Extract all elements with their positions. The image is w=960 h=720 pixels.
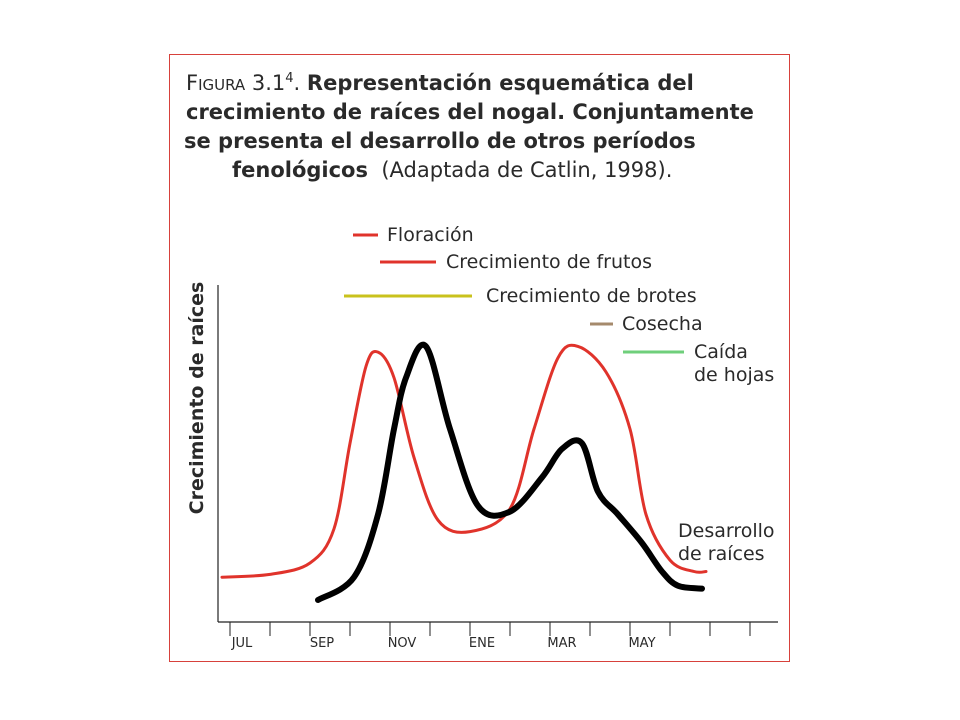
x-tick-label: ENE [469, 636, 495, 651]
x-tick-label: NOV [388, 636, 417, 651]
root-development-line [315, 341, 705, 603]
x-tick-label: JUL [231, 636, 253, 651]
legend-label: Crecimiento de brotes [486, 285, 697, 307]
caption-line-4: fenológicos (Adaptada de Catlin, 1998). [186, 156, 786, 185]
caption-line-1: Figura 3.14. Representación esquemática … [186, 64, 786, 98]
legend-label: Floración [387, 224, 474, 246]
legend-label: Caída de hojas [694, 341, 774, 386]
series-label: Desarrollo de raíces [678, 520, 775, 565]
figure-caption: Figura 3.14. Representación esquemática … [184, 64, 786, 185]
legend-label: Crecimiento de frutos [446, 251, 652, 273]
caption-bold-2: crecimiento de raíces del nogal. Conjunt… [186, 100, 754, 124]
figure-dot: . [293, 71, 301, 95]
caption-bold-1: Representación esquemática del [306, 71, 694, 95]
caption-bold-3: se presenta el desarrollo de otros perío… [184, 129, 696, 153]
caption-bold-4: fenológicos [232, 158, 368, 182]
x-tick-label: SEP [310, 636, 334, 651]
caption-line-3: se presenta el desarrollo de otros perío… [184, 127, 786, 156]
caption-source: (Adaptada de Catlin, 1998). [381, 158, 673, 182]
phenology-line [220, 343, 708, 579]
figure-frame [169, 54, 790, 662]
figure-label: Figura 3.1 [186, 71, 286, 95]
legend-label: Cosecha [622, 313, 703, 335]
figure-superscript: 4 [285, 71, 294, 86]
x-tick-label: MAR [547, 636, 576, 651]
y-axis-label: Crecimiento de raíces [186, 282, 208, 515]
x-tick-label: MAY [628, 636, 655, 651]
caption-line-2: crecimiento de raíces del nogal. Conjunt… [186, 98, 786, 127]
